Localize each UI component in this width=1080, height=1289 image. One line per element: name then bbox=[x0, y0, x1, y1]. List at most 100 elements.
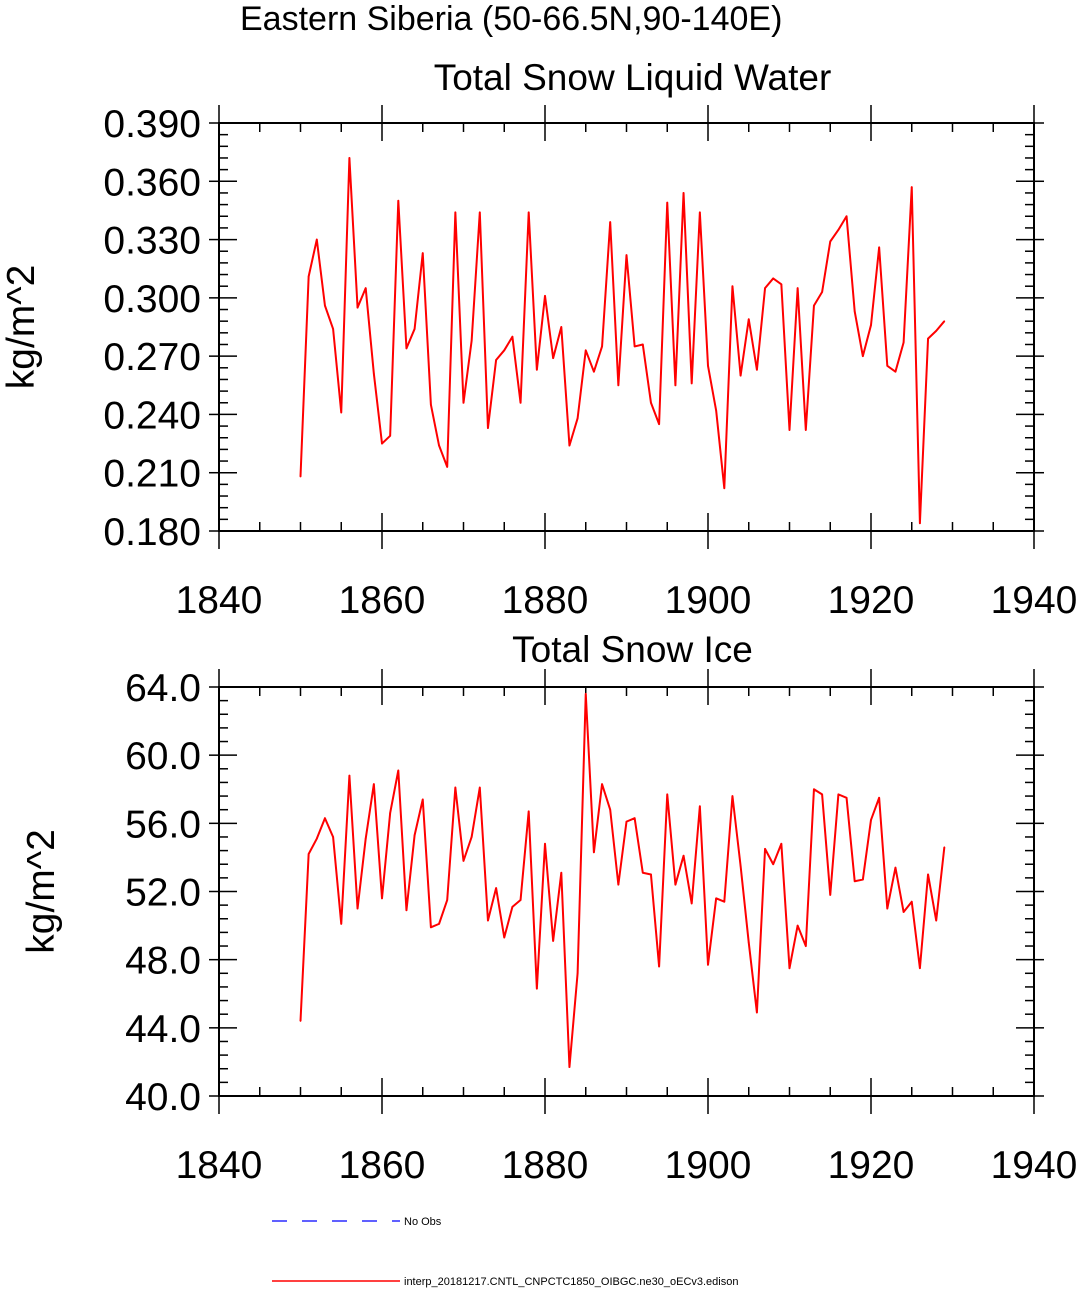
snow-ice-data-point bbox=[821, 793, 823, 796]
snow-ice-data-point bbox=[886, 907, 889, 910]
liquid-water-y-tick-label: 0.300 bbox=[103, 278, 201, 321]
snow-ice-data-point bbox=[446, 899, 449, 901]
liquid-water-data-point bbox=[601, 345, 603, 348]
liquid-water-data-point bbox=[576, 417, 579, 420]
liquid-water-data-point bbox=[927, 337, 929, 340]
snow-ice-data-point bbox=[356, 907, 359, 910]
snow-ice-data-point bbox=[788, 967, 791, 969]
liquid-water-data-point bbox=[796, 287, 799, 289]
liquid-water-data-point bbox=[894, 370, 897, 373]
liquid-water-data-point bbox=[862, 355, 864, 357]
snow-ice-data-point bbox=[568, 1066, 571, 1068]
snow-ice-data-point bbox=[853, 880, 856, 883]
liquid-water-data-point bbox=[389, 435, 391, 437]
snow-ice-data-point bbox=[674, 883, 677, 886]
liquid-water-data-point bbox=[902, 341, 905, 344]
liquid-water-data-point bbox=[348, 157, 351, 159]
snow-ice-data-point bbox=[511, 906, 514, 908]
liquid-water-data-point bbox=[568, 444, 571, 447]
snow-ice-y-axis-label: kg/m^2 bbox=[20, 829, 63, 954]
snow-ice-data-point bbox=[756, 1011, 758, 1014]
snow-ice-y-tick-label: 48.0 bbox=[125, 940, 201, 983]
snow-ice-data-point bbox=[519, 899, 522, 901]
snow-ice-data-point bbox=[470, 836, 473, 838]
liquid-water-data-point bbox=[324, 304, 326, 307]
snow-ice-data-point bbox=[764, 848, 766, 850]
liquid-water-data-point bbox=[625, 254, 628, 256]
liquid-water-data-point bbox=[650, 401, 652, 404]
snow-ice-y-tick-label: 60.0 bbox=[125, 735, 201, 778]
liquid-water-data-point bbox=[332, 328, 334, 330]
liquid-water-data-point bbox=[438, 444, 440, 447]
liquid-water-data-point bbox=[756, 368, 758, 371]
liquid-water-data-point bbox=[299, 475, 302, 478]
liquid-water-data-point bbox=[658, 423, 660, 425]
snow-ice-data-point bbox=[373, 783, 375, 785]
liquid-water-data-point bbox=[633, 345, 636, 348]
snow-ice-data-point bbox=[299, 1020, 302, 1022]
snow-ice-data-point bbox=[381, 897, 383, 900]
snow-ice-data-point bbox=[324, 817, 326, 820]
liquid-water-data-point bbox=[690, 382, 693, 385]
snow-ice-data-point bbox=[487, 919, 489, 922]
snow-ice-panel: Total Snow Ice 40.0 44.0 48.0 52.0 56.0 60.0 64… bbox=[20, 629, 1077, 1187]
snow-ice-y-tick-label: 56.0 bbox=[125, 803, 201, 846]
liquid-water-data-point bbox=[584, 349, 587, 352]
snow-ice-data-point bbox=[601, 783, 603, 785]
snow-ice-data-point bbox=[682, 854, 685, 857]
liquid-water-data-point bbox=[617, 384, 620, 387]
liquid-water-chart-title: Total Snow Liquid Water bbox=[434, 57, 832, 98]
snow-ice-data-point bbox=[658, 965, 660, 968]
snow-ice-data-point bbox=[739, 865, 742, 867]
snow-ice-chart-title: Total Snow Ice bbox=[512, 629, 753, 670]
liquid-water-data-point bbox=[544, 295, 546, 297]
liquid-water-data-point bbox=[853, 310, 856, 313]
liquid-water-data-point bbox=[919, 522, 921, 525]
liquid-water-data-point bbox=[666, 201, 669, 204]
liquid-water-data-point bbox=[674, 384, 677, 387]
figure-title: Eastern Siberia (50-66.5N,90-140E) bbox=[240, 0, 782, 38]
snow-ice-data-point bbox=[421, 798, 424, 801]
snow-ice-data-point bbox=[438, 923, 440, 925]
liquid-water-data-point bbox=[829, 240, 832, 243]
snow-ice-data-point bbox=[642, 871, 644, 874]
liquid-water-data-point bbox=[609, 221, 611, 223]
snow-ice-data-point bbox=[894, 866, 897, 869]
liquid-water-data-point bbox=[935, 330, 937, 332]
liquid-water-data-point bbox=[421, 252, 424, 254]
liquid-water-data-point bbox=[454, 211, 457, 214]
liquid-water-x-tick-label: 1880 bbox=[502, 579, 589, 622]
liquid-water-data-point bbox=[821, 291, 823, 293]
snow-ice-data-point bbox=[723, 900, 726, 903]
snow-ice-data-point bbox=[576, 972, 579, 975]
snow-ice-data-point bbox=[845, 796, 848, 799]
liquid-water-data-point bbox=[764, 287, 766, 289]
liquid-water-data-point bbox=[805, 429, 807, 431]
snow-ice-y-tick-label: 52.0 bbox=[125, 872, 201, 915]
snow-ice-data-point bbox=[813, 788, 815, 791]
liquid-water-data-point bbox=[316, 238, 318, 241]
snow-ice-data-point bbox=[943, 846, 946, 848]
liquid-water-data-point bbox=[511, 335, 514, 338]
snow-ice-x-tick-label: 1880 bbox=[502, 1144, 589, 1187]
snow-ice-data-point bbox=[715, 897, 717, 900]
snow-ice-data-point bbox=[389, 812, 391, 814]
snow-ice-data-point bbox=[536, 987, 538, 990]
liquid-water-y-axis-label: kg/m^2 bbox=[0, 265, 43, 390]
snow-ice-data-point bbox=[495, 887, 497, 889]
snow-ice-data-point bbox=[316, 837, 318, 840]
snow-ice-data-point bbox=[650, 873, 652, 876]
liquid-water-data-point bbox=[739, 374, 742, 377]
liquid-water-x-tick-label: 1940 bbox=[991, 579, 1078, 622]
liquid-water-data-point bbox=[536, 368, 538, 371]
liquid-water-y-tick-label: 0.180 bbox=[103, 511, 201, 554]
liquid-water-data-point bbox=[593, 370, 595, 373]
liquid-water-x-tick-label: 1840 bbox=[176, 579, 263, 622]
liquid-water-y-tick-label: 0.270 bbox=[103, 336, 201, 379]
snow-ice-data-point bbox=[527, 810, 530, 813]
snow-ice-data-point bbox=[462, 860, 465, 862]
snow-ice-data-point bbox=[405, 909, 408, 912]
liquid-water-y-tick-label: 0.330 bbox=[103, 220, 201, 263]
liquid-water-data-point bbox=[552, 357, 554, 359]
snow-ice-data-point bbox=[707, 963, 709, 966]
